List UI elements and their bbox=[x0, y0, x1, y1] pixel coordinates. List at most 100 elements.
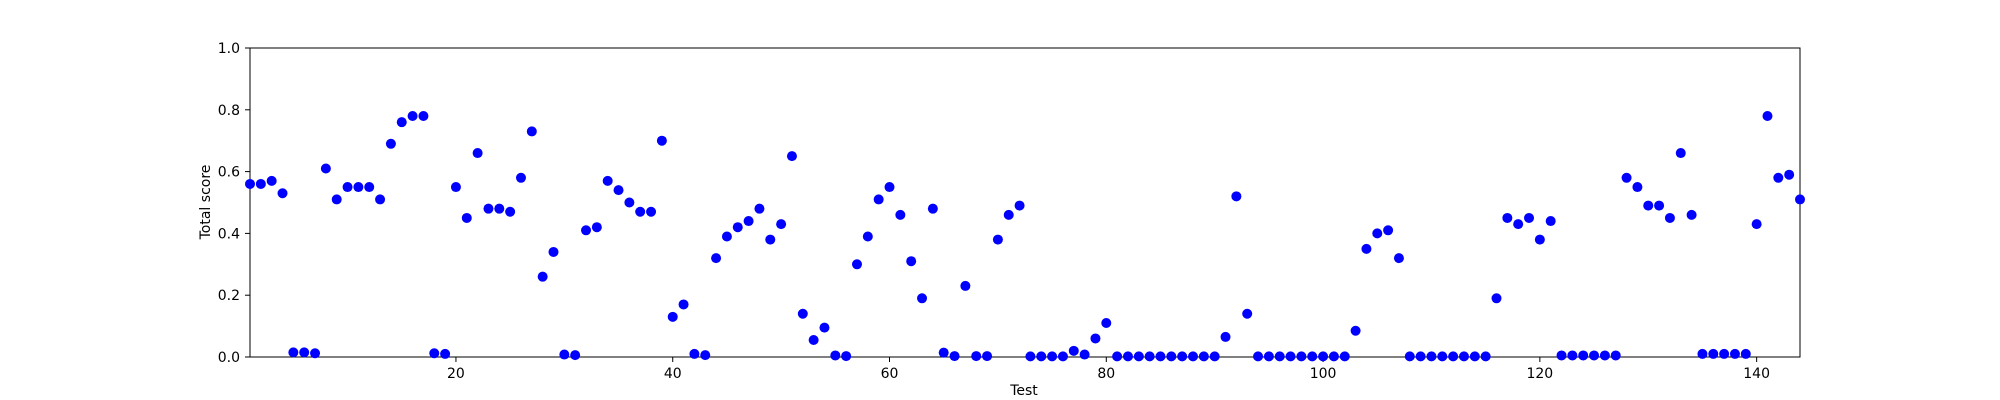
data-point bbox=[1556, 350, 1567, 361]
data-point bbox=[407, 110, 418, 121]
data-point bbox=[1328, 351, 1339, 362]
data-point bbox=[732, 222, 743, 233]
data-point bbox=[711, 253, 722, 264]
data-point bbox=[841, 351, 852, 362]
data-point bbox=[1578, 350, 1589, 361]
data-point bbox=[1469, 351, 1480, 362]
data-point bbox=[1686, 209, 1697, 220]
data-point bbox=[1188, 351, 1199, 362]
data-point bbox=[1285, 351, 1296, 362]
data-point bbox=[429, 348, 440, 359]
data-point bbox=[1003, 209, 1014, 220]
data-point bbox=[1155, 351, 1166, 362]
data-point bbox=[1231, 191, 1242, 202]
data-point bbox=[1383, 225, 1394, 236]
data-point bbox=[830, 350, 841, 361]
y-tick-label: 0.0 bbox=[218, 350, 240, 366]
data-point bbox=[1393, 253, 1404, 264]
data-point bbox=[982, 351, 993, 362]
data-point bbox=[797, 308, 808, 319]
data-point bbox=[613, 185, 624, 196]
data-point bbox=[1632, 182, 1643, 193]
data-point bbox=[635, 206, 646, 217]
data-point bbox=[1274, 351, 1285, 362]
data-point bbox=[884, 182, 895, 193]
data-point bbox=[515, 172, 526, 183]
data-point bbox=[1122, 351, 1133, 362]
data-point bbox=[765, 234, 776, 245]
data-point bbox=[1350, 325, 1361, 336]
data-point bbox=[1263, 351, 1274, 362]
data-point bbox=[1621, 172, 1632, 183]
x-tick-label: 80 bbox=[1097, 366, 1115, 382]
data-point bbox=[310, 348, 321, 359]
data-point bbox=[1697, 348, 1708, 359]
data-point bbox=[461, 212, 472, 223]
data-point bbox=[786, 151, 797, 162]
data-point bbox=[537, 271, 548, 282]
data-point bbox=[1296, 351, 1307, 362]
data-point bbox=[1773, 172, 1784, 183]
data-point bbox=[960, 280, 971, 291]
data-point bbox=[873, 194, 884, 205]
data-point bbox=[385, 138, 396, 149]
data-point bbox=[1404, 351, 1415, 362]
data-point bbox=[667, 311, 678, 322]
data-point bbox=[1458, 351, 1469, 362]
data-point bbox=[1795, 194, 1805, 205]
data-point bbox=[570, 350, 581, 361]
data-point bbox=[1740, 348, 1751, 359]
data-point bbox=[1751, 219, 1762, 230]
data-point bbox=[1534, 234, 1545, 245]
data-point bbox=[581, 225, 592, 236]
data-point bbox=[938, 347, 949, 358]
data-point bbox=[1068, 345, 1079, 356]
data-point bbox=[862, 231, 873, 242]
data-point bbox=[851, 259, 862, 270]
data-point bbox=[1133, 351, 1144, 362]
x-tick-label: 100 bbox=[1310, 366, 1337, 382]
data-point bbox=[743, 216, 754, 227]
data-point bbox=[1664, 212, 1675, 223]
data-point bbox=[1057, 351, 1068, 362]
data-point bbox=[1643, 200, 1654, 211]
data-point bbox=[927, 203, 938, 214]
data-point bbox=[591, 222, 602, 233]
data-point bbox=[450, 182, 461, 193]
data-point bbox=[396, 117, 407, 128]
data-point bbox=[1144, 351, 1155, 362]
data-point bbox=[808, 335, 819, 346]
data-point bbox=[548, 246, 559, 257]
x-tick-label: 60 bbox=[881, 366, 899, 382]
data-point bbox=[375, 194, 386, 205]
data-point bbox=[1177, 351, 1188, 362]
data-point bbox=[288, 347, 299, 358]
y-tick-label: 0.8 bbox=[218, 103, 240, 119]
plot-frame bbox=[249, 47, 1801, 358]
data-point bbox=[418, 110, 429, 121]
x-tick-label: 140 bbox=[1743, 366, 1770, 382]
data-point bbox=[1610, 350, 1621, 361]
x-axis-label: Test bbox=[1009, 383, 1038, 399]
y-tick-label: 0.2 bbox=[218, 288, 240, 304]
x-tick-label: 20 bbox=[447, 366, 465, 382]
data-point bbox=[1524, 212, 1535, 223]
data-point bbox=[1589, 350, 1600, 361]
data-point bbox=[1480, 351, 1491, 362]
data-point bbox=[1025, 351, 1036, 362]
data-point bbox=[1079, 349, 1090, 360]
data-point bbox=[1762, 110, 1773, 121]
data-point bbox=[1101, 318, 1112, 329]
data-point bbox=[1166, 351, 1177, 362]
data-point bbox=[646, 206, 657, 217]
data-point bbox=[320, 163, 331, 174]
data-point bbox=[505, 206, 516, 217]
data-point bbox=[1415, 351, 1426, 362]
y-tick-label: 0.4 bbox=[218, 226, 240, 242]
data-point bbox=[1014, 200, 1025, 211]
data-point bbox=[678, 299, 689, 310]
data-point bbox=[331, 194, 342, 205]
data-point bbox=[1675, 148, 1686, 159]
data-point bbox=[906, 256, 917, 267]
data-point bbox=[342, 182, 353, 193]
